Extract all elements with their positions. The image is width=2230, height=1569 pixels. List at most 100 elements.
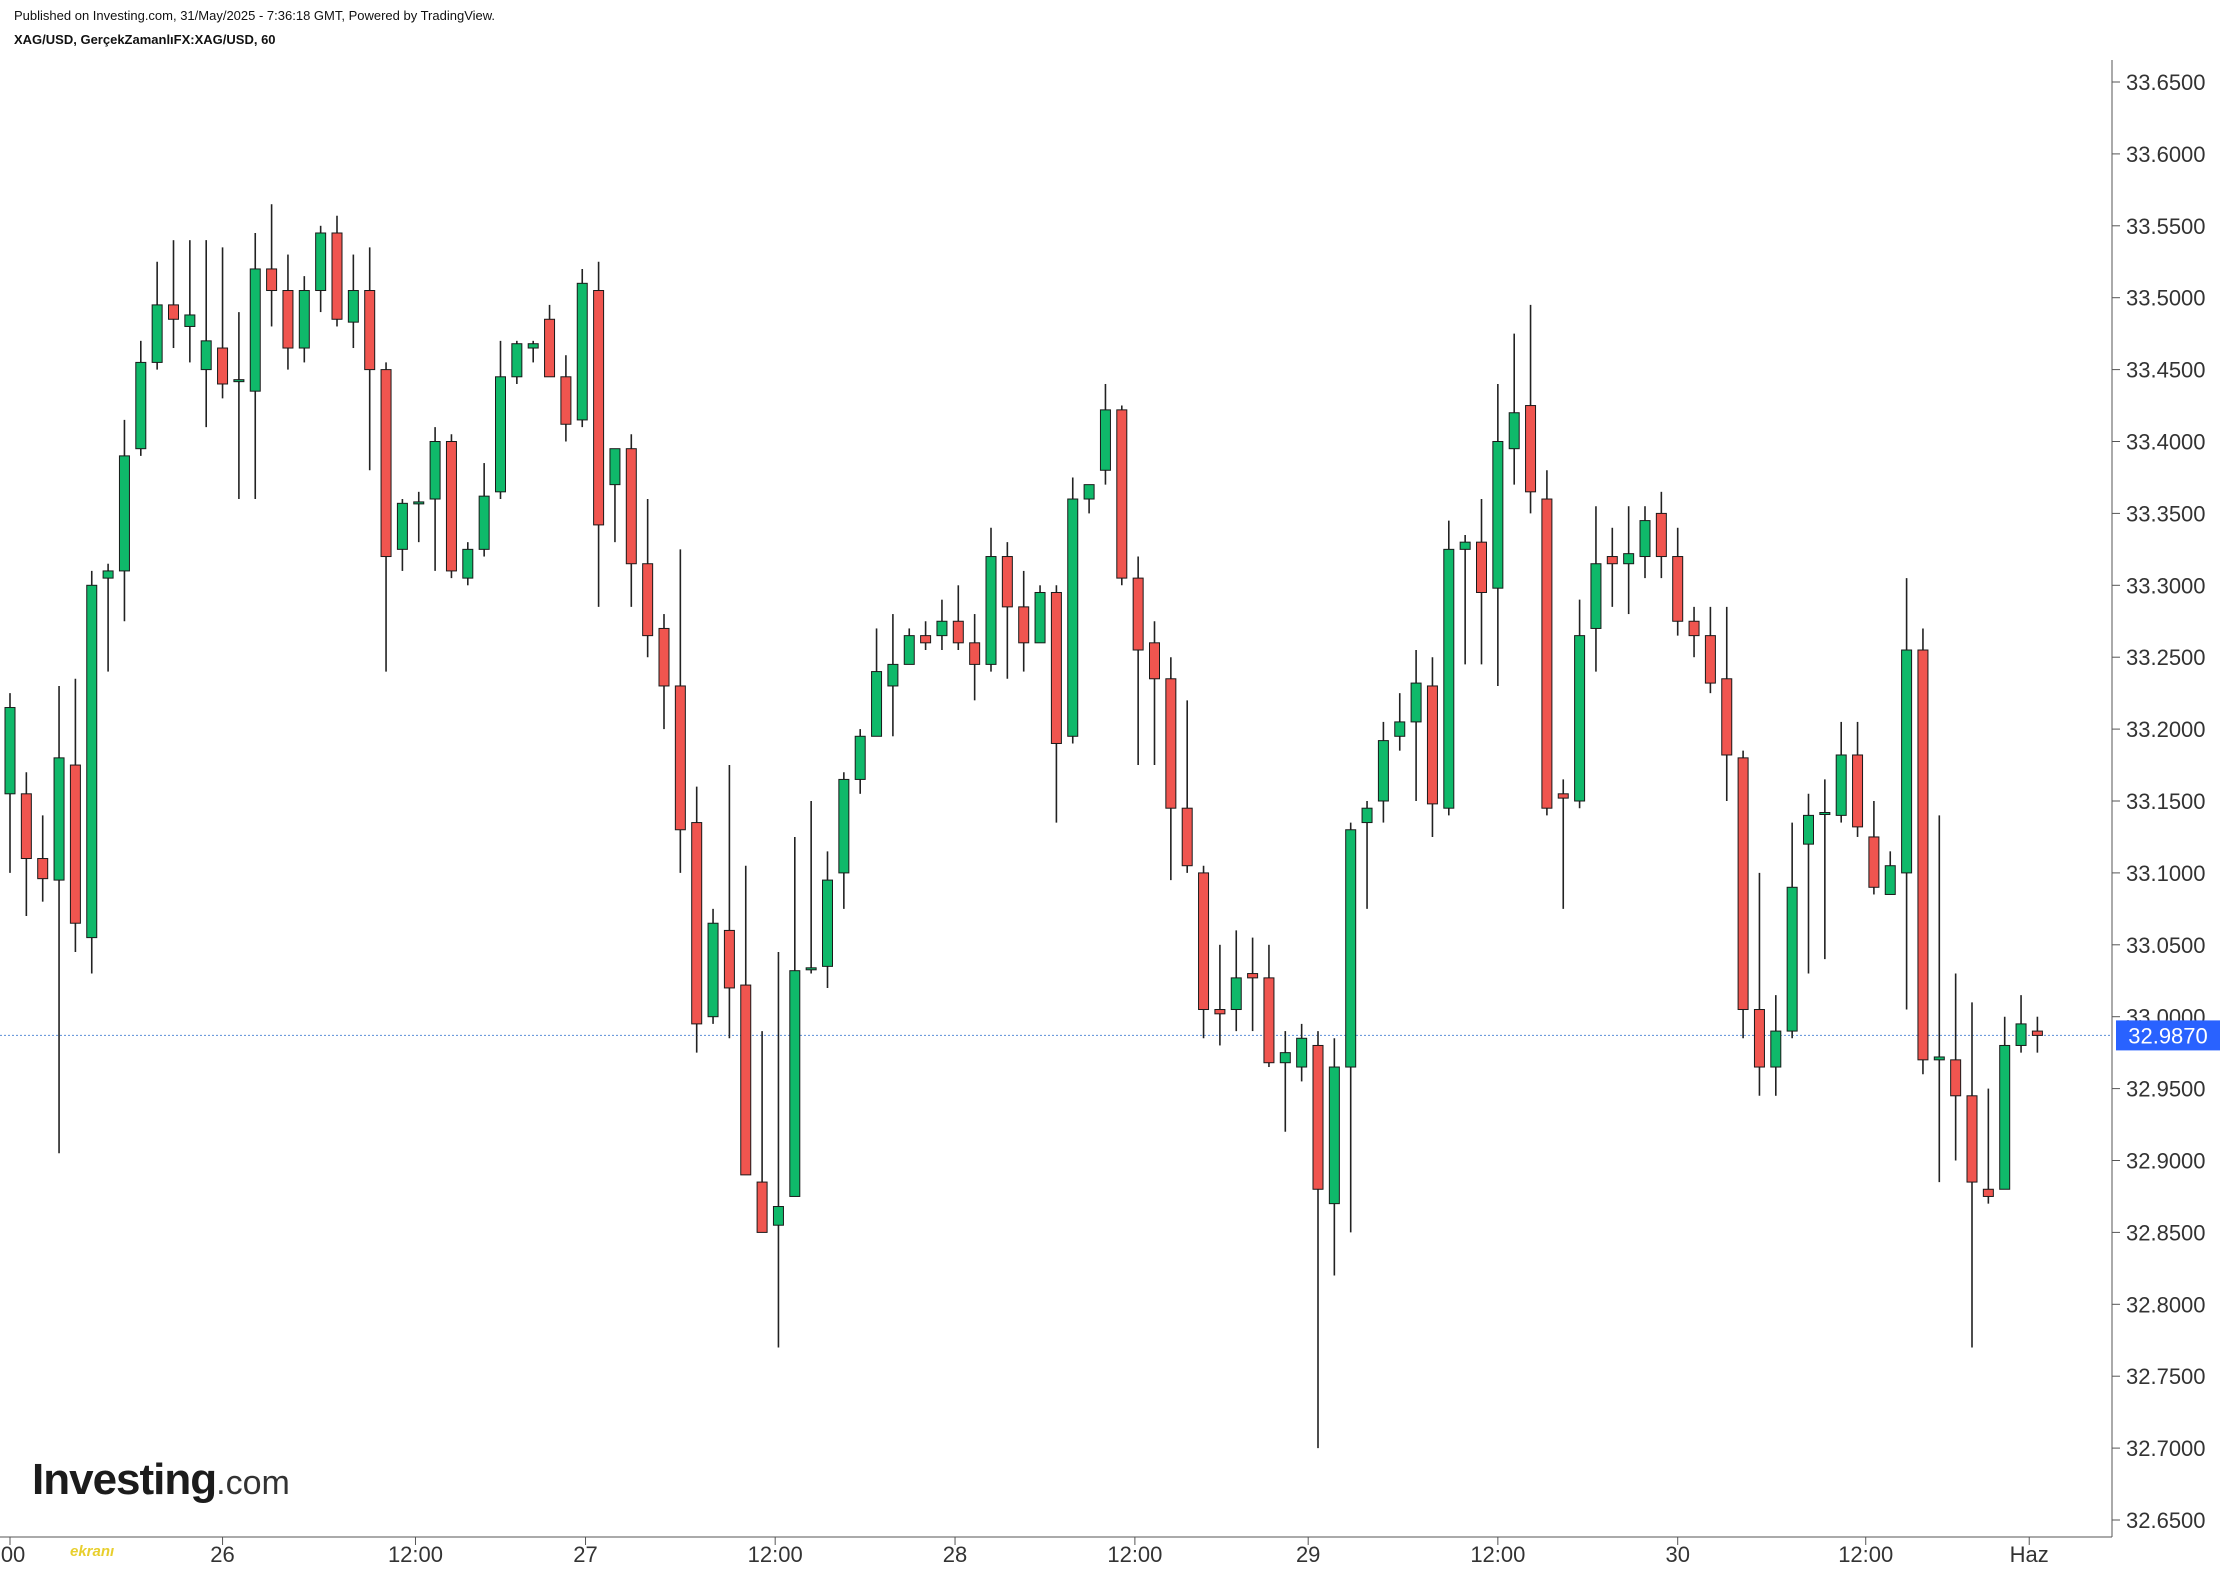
candle-body (331, 232, 343, 320)
y-tick-label: 33.2000 (2126, 717, 2206, 742)
candle-body (102, 570, 114, 579)
y-tick-label: 32.7000 (2126, 1436, 2206, 1461)
x-tick-label: 29 (1296, 1542, 1320, 1564)
candle-body (266, 268, 278, 292)
x-tick-label: 12:00 (748, 1542, 803, 1564)
candle-body (625, 448, 637, 565)
candle-body (1901, 649, 1913, 874)
y-tick-label: 33.6500 (2126, 70, 2206, 95)
candle-body (1508, 412, 1520, 450)
candle-body (1933, 1056, 1945, 1061)
candle-body (1541, 498, 1553, 809)
published-note: Published on Investing.com, 31/May/2025 … (14, 8, 496, 23)
candle-body (1165, 678, 1177, 809)
y-tick-label: 32.6500 (2126, 1508, 2206, 1533)
candle-body (772, 1206, 784, 1226)
candle-body (2015, 1023, 2027, 1046)
candle-body (1328, 1066, 1340, 1205)
candle-body (1852, 754, 1864, 828)
candle-body (1492, 441, 1504, 589)
candle-body (2031, 1030, 2043, 1036)
candle-body (1574, 635, 1586, 802)
candle-body (184, 314, 196, 327)
candle-body (347, 290, 359, 323)
candle-body (560, 376, 572, 425)
candle-body (1884, 865, 1896, 895)
candle-body (445, 441, 457, 572)
y-tick-label: 33.5500 (2126, 214, 2206, 239)
candle-body (1459, 541, 1471, 550)
candle-body (1721, 678, 1733, 756)
candle-body (1917, 649, 1929, 1061)
candle-body (1149, 642, 1160, 680)
candle-body (658, 627, 670, 687)
candle-body (217, 347, 229, 385)
candle-body (1018, 606, 1030, 644)
candle-body (1525, 405, 1537, 493)
y-tick-label: 33.5000 (2126, 286, 2206, 311)
candle-body (429, 441, 441, 500)
candle-body (1099, 409, 1111, 471)
candle-body (1279, 1052, 1291, 1064)
candle-body (805, 967, 817, 971)
candle-body (1999, 1044, 2011, 1190)
candle-body (1476, 541, 1487, 593)
y-tick-label: 33.1000 (2126, 861, 2206, 886)
candle-body (1181, 807, 1193, 867)
candle-body (707, 922, 719, 1018)
candle-body (576, 282, 588, 421)
candle-body (1050, 591, 1062, 744)
candle-body (1034, 591, 1046, 644)
candle-body (936, 620, 948, 637)
candle-body (969, 642, 981, 665)
candle-body (462, 548, 474, 579)
last-price-badge (2116, 1020, 2220, 1051)
candle-body (413, 501, 425, 505)
candle-body (871, 671, 883, 737)
candle-body (789, 970, 801, 1197)
candle-body (691, 822, 703, 1025)
candle-body (1835, 754, 1847, 816)
candle-body (527, 343, 539, 349)
y-tick-label: 33.4000 (2126, 430, 2206, 455)
candle-body (478, 495, 490, 550)
candle-body (200, 340, 212, 371)
candle-body (838, 778, 850, 874)
x-tick-label: :00 (0, 1542, 25, 1564)
candle-body (282, 290, 294, 349)
candle-body (1672, 556, 1684, 622)
candle-body (1426, 685, 1438, 805)
candle-body (1966, 1095, 1978, 1183)
y-tick-label: 33.4500 (2126, 358, 2206, 383)
candle-body (249, 268, 261, 392)
logo-brand: Investing (32, 1455, 217, 1504)
candle-body (903, 635, 915, 665)
candle-body (1083, 484, 1095, 500)
last-price-label: 32.9870 (2128, 1023, 2208, 1048)
candle-body (1230, 977, 1242, 1011)
candle-body (1116, 409, 1128, 579)
candle-body (315, 232, 327, 292)
watermark: ekranı (70, 1543, 115, 1560)
candle-body (740, 984, 752, 1176)
y-tick-label: 33.3500 (2126, 501, 2206, 526)
y-tick-label: 32.9500 (2126, 1077, 2206, 1102)
candle-body (642, 563, 654, 637)
candle-body (609, 448, 621, 486)
candle-body (1639, 520, 1651, 558)
y-tick-label: 33.2500 (2126, 645, 2206, 670)
x-tick-label: Haz (2010, 1542, 2049, 1564)
candle-body (1786, 886, 1798, 1032)
candle-body (1770, 1030, 1782, 1068)
candle-body (1001, 556, 1013, 608)
candle-body (20, 793, 32, 860)
candle-body (756, 1181, 768, 1233)
candle-body (37, 858, 49, 880)
y-tick-label: 33.6000 (2126, 142, 2206, 167)
candle-body (53, 757, 65, 881)
candle-body (1394, 721, 1406, 737)
candle-body (1737, 757, 1749, 1011)
x-tick-label: 26 (210, 1542, 234, 1564)
candle-body (1132, 577, 1144, 651)
